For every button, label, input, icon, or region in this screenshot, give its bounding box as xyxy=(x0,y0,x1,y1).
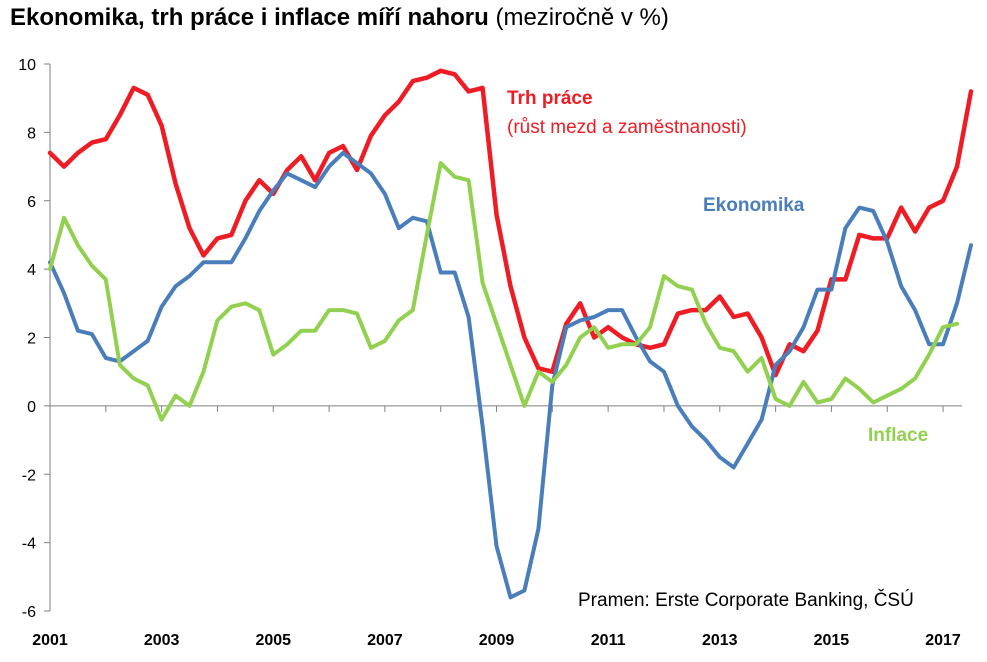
y-axis-labels: -6 -4 -2 0 2 4 6 8 10 xyxy=(18,57,36,621)
x-tick-label: 2003 xyxy=(144,632,180,649)
y-axis-ticks xyxy=(44,63,50,612)
series-line-ekonomika xyxy=(48,150,973,600)
y-tick-label: 4 xyxy=(27,262,36,279)
x-axis-labels: 2001 2003 2005 2007 2009 2011 2013 2015 2017 xyxy=(32,632,961,649)
x-tick-label: 2013 xyxy=(702,632,738,649)
y-tick-label: -2 xyxy=(22,467,36,484)
y-tick-label: 0 xyxy=(27,399,36,416)
y-tick-label: 10 xyxy=(18,57,36,74)
x-tick-label: 2005 xyxy=(255,632,291,649)
annotation-trh-prace-sub: (růst mezd a zaměstnanosti) xyxy=(507,117,747,138)
chart-title: Ekonomika, trh práce i inflace míří naho… xyxy=(10,4,669,32)
chart-title-subtitle: (meziročně v %) xyxy=(495,4,669,31)
x-tick-label: 2017 xyxy=(925,632,961,649)
x-tick-label: 2001 xyxy=(32,632,68,649)
y-tick-label: 6 xyxy=(27,194,36,211)
annotation-trh-prace: Trh práce xyxy=(507,88,593,109)
y-tick-label: -4 xyxy=(22,536,36,553)
annotation-ekonomika: Ekonomika xyxy=(703,195,805,216)
chart-title-main: Ekonomika, trh práce i inflace míří naho… xyxy=(10,4,489,31)
x-tick-label: 2009 xyxy=(479,632,515,649)
y-tick-label: 2 xyxy=(27,331,36,348)
x-tick-label: 2015 xyxy=(814,632,850,649)
x-tick-label: 2007 xyxy=(367,632,403,649)
series-lines xyxy=(47,68,974,600)
annotation-inflace: Inflace xyxy=(868,425,928,446)
x-tick-label: 2011 xyxy=(591,632,626,649)
y-tick-label: 8 xyxy=(27,125,36,142)
series-line-inflace xyxy=(48,161,959,422)
y-tick-label: -6 xyxy=(22,604,36,621)
x-axis-ticks xyxy=(49,405,944,412)
series-line-trh xyxy=(47,68,974,378)
source-note: Pramen: Erste Corporate Banking, ČSÚ xyxy=(578,589,914,611)
